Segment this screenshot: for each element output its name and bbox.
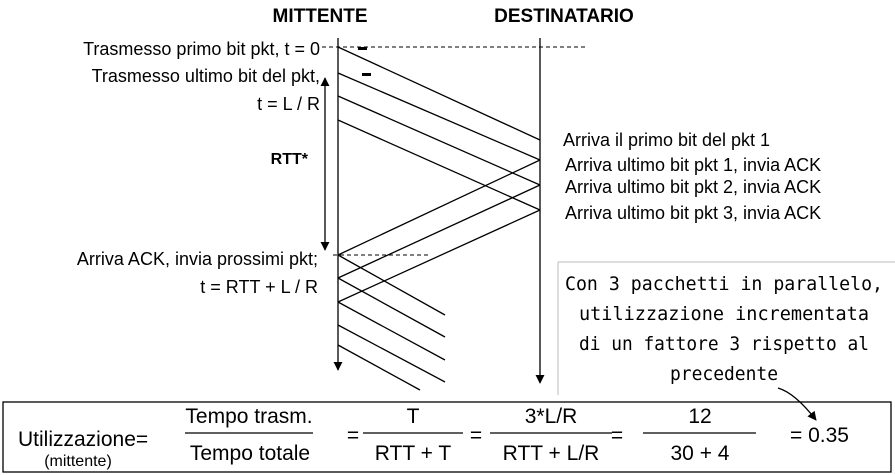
frac1-denominator: Tempo totale (190, 442, 310, 465)
equals-2: = (470, 424, 482, 447)
pkt1-first-bit-line (337, 46, 541, 141)
last-bit-pkt1-label: Arriva ultimo bit pkt 1, invia ACK (565, 155, 821, 175)
note-arrow (777, 387, 817, 421)
sender-header: MITTENTE (273, 6, 368, 27)
pkt3-last-bit-line (337, 119, 541, 211)
equals-1: = (347, 424, 359, 447)
last-bit-label-2: t = L / R (257, 94, 320, 114)
receiver-header: DESTINATARIO (494, 6, 634, 27)
first-bit-pkt1-label: Arriva il primo bit del pkt 1 (563, 130, 770, 150)
ack2-line (337, 184, 541, 279)
ack1-line (337, 159, 541, 256)
note-line-4: precedente (670, 363, 778, 385)
frac2-denominator: RTT + T (375, 442, 452, 465)
formula-label: Utilizzazione= (18, 428, 148, 451)
frac4-numerator: 12 (688, 405, 711, 428)
frac3-numerator: 3*L/R (525, 405, 578, 428)
ack-label-1: Arriva ACK, invia prossimi pkt; (77, 249, 318, 269)
formula-sublabel: (mittente) (44, 453, 112, 470)
packet-mark (358, 47, 367, 50)
frac3-denominator: RTT + L/R (503, 442, 600, 465)
note-line-1: Con 3 pacchetti in parallelo, (565, 273, 883, 295)
last-bit-label-1: Trasmesso ultimo bit del pkt, (92, 66, 320, 86)
packet-mark (362, 73, 371, 76)
next-pkt-line (337, 277, 446, 338)
note-line-2: utilizzazione incrementata (579, 303, 869, 325)
pkt1-last-bit-line (337, 72, 541, 161)
ack3-line (337, 209, 541, 303)
ack-label-2: t = RTT + L / R (200, 277, 318, 297)
rtt-label: RTT* (271, 151, 309, 168)
formula-result: = 0.35 (790, 424, 849, 447)
next-pkt-line (337, 344, 421, 391)
equals-3: = (611, 424, 623, 447)
pkt2-last-bit-line (337, 95, 541, 186)
first-bit-label: Trasmesso primo bit pkt, t = 0 (83, 39, 320, 59)
next-pkt-line (337, 254, 446, 316)
next-pkt-line (337, 301, 446, 361)
frac1-numerator: Tempo trasm. (185, 405, 312, 428)
last-bit-pkt3-label: Arriva ultimo bit pkt 3, invia ACK (565, 203, 821, 223)
frac2-numerator: T (407, 405, 420, 428)
next-pkt-line (337, 324, 446, 383)
formula-box (2, 401, 892, 473)
frac4-denominator: 30 + 4 (671, 442, 730, 465)
last-bit-pkt2-label: Arriva ultimo bit pkt 2, invia ACK (565, 177, 821, 197)
note-line-3: di un fattore 3 rispetto al (579, 333, 869, 355)
